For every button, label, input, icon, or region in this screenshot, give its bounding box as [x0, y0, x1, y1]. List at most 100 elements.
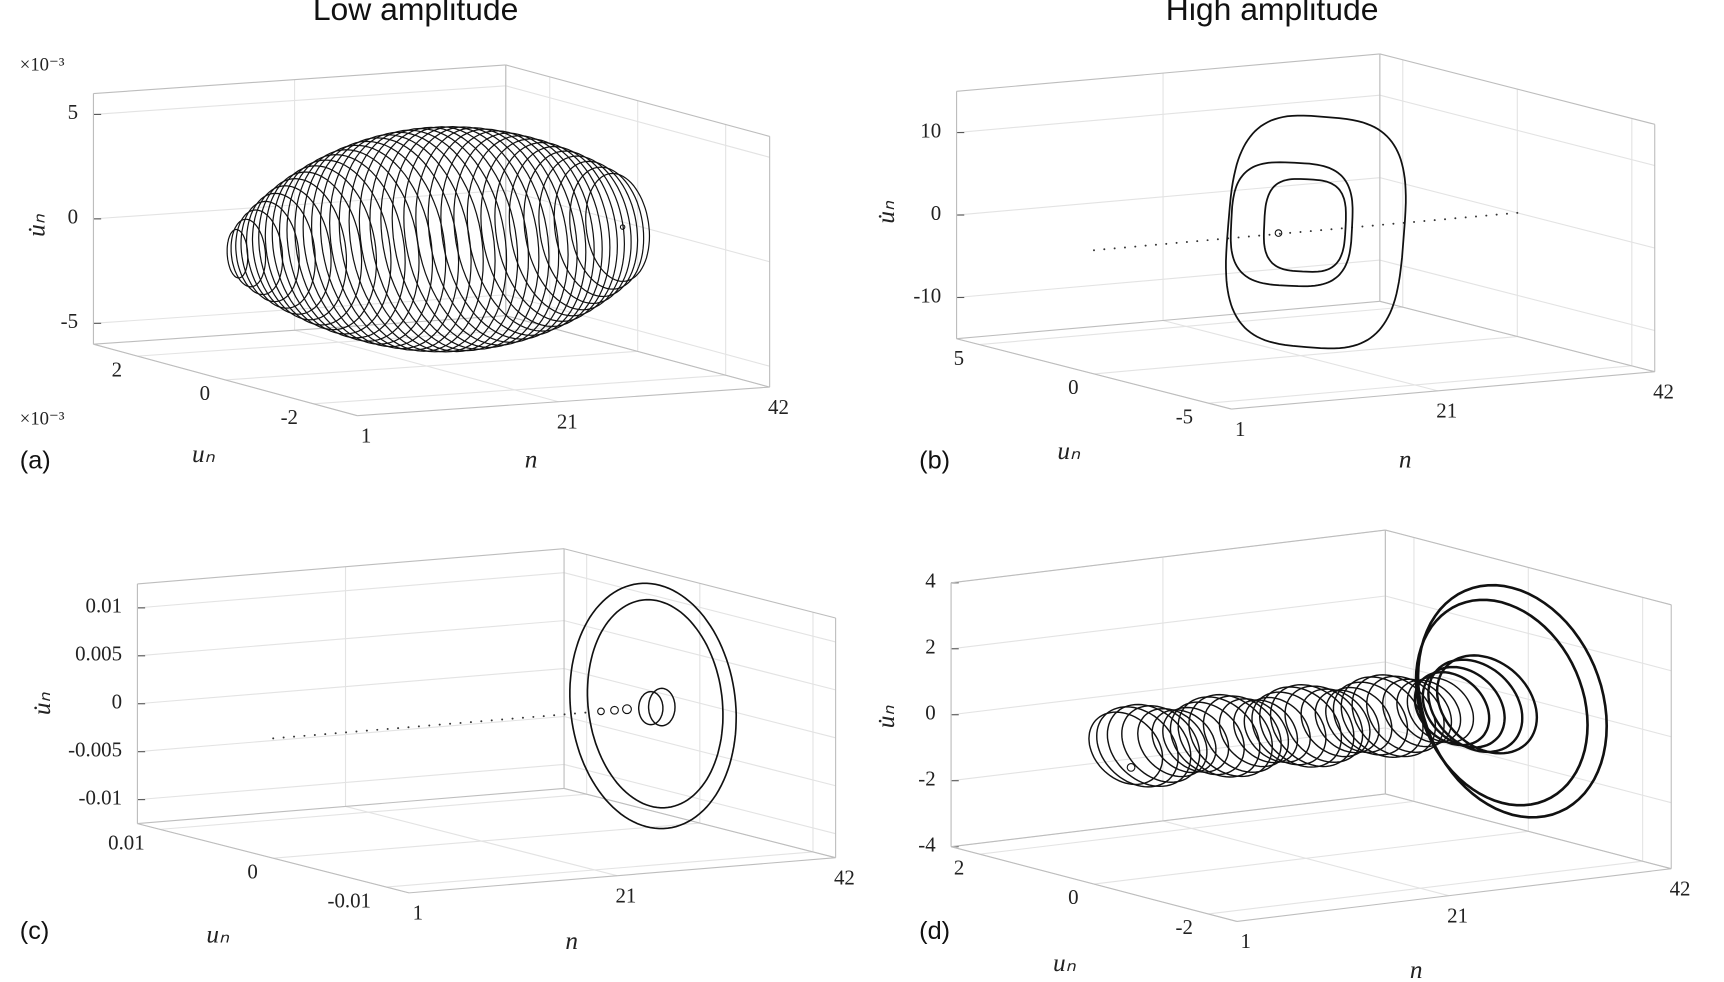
rest-site — [376, 728, 379, 731]
grid-line — [273, 822, 700, 859]
panel: 10 0 -10 1 21 42 5 0 -5 (b) u̇ₙ uₙ n — [872, 53, 1674, 475]
orbit — [369, 126, 519, 353]
box-edge — [1385, 529, 1672, 606]
box-edge — [1385, 793, 1672, 870]
grid-line — [225, 350, 638, 381]
rest-site — [293, 735, 296, 738]
z-tick-label: -5 — [61, 309, 78, 333]
y-multiplier: ×10⁻³ — [20, 408, 65, 429]
orbit — [1096, 706, 1179, 788]
column-title: Low amplitude — [313, 0, 519, 27]
x-axis-label: n — [1410, 956, 1423, 982]
orbit — [622, 704, 632, 715]
box-edge — [357, 386, 770, 417]
rest-site — [1175, 241, 1178, 244]
y-tick-label: -2 — [281, 405, 298, 429]
rest-site — [459, 721, 462, 724]
box-edge — [563, 787, 836, 859]
orbit — [647, 687, 676, 727]
x-tick-label: 42 — [1670, 876, 1691, 900]
rest-site — [490, 719, 493, 722]
grid-line — [950, 727, 1386, 782]
orbit — [415, 127, 560, 346]
orbit — [553, 160, 639, 298]
rest-site — [573, 712, 576, 715]
orbit — [1106, 703, 1192, 788]
x-axis-label: n — [565, 927, 578, 955]
orbit — [1435, 654, 1539, 755]
z-tick-label: -2 — [918, 767, 935, 791]
rest-site — [324, 733, 327, 736]
orbit — [294, 149, 420, 342]
box-edge — [408, 857, 836, 894]
rest-site — [1423, 220, 1426, 223]
box-edge — [563, 548, 836, 619]
box-edge — [505, 64, 770, 137]
z-tick-label: 10 — [920, 118, 941, 142]
orbit — [585, 172, 651, 282]
x-axis-label: n — [1399, 446, 1412, 474]
y-tick-label: -0.01 — [328, 888, 371, 912]
rest-site — [1475, 215, 1477, 218]
box-edge — [93, 343, 358, 417]
rest-site — [1144, 244, 1147, 247]
grid-line — [93, 85, 506, 115]
x-tick-label: 1 — [361, 423, 371, 447]
orbit — [1274, 229, 1283, 237]
rest-site — [386, 727, 389, 730]
orbit — [251, 185, 332, 315]
orbit — [230, 218, 267, 288]
rest-site — [1299, 230, 1302, 233]
rest-site — [407, 726, 410, 729]
orbit — [427, 128, 569, 343]
z-tick-label: 0 — [931, 201, 941, 225]
x-tick-label: 21 — [1436, 399, 1457, 423]
orbit — [391, 126, 540, 350]
orbit — [1414, 598, 1589, 807]
rest-site — [1485, 214, 1488, 217]
orbit — [338, 131, 484, 352]
orbit — [403, 126, 550, 349]
rest-site — [480, 720, 483, 723]
rest-site — [1371, 224, 1374, 227]
grid-line — [137, 763, 565, 801]
rest-site — [1454, 217, 1457, 220]
y-tick-label: 0 — [1068, 885, 1078, 909]
z-axis-label: u̇ₙ — [872, 200, 900, 224]
rest-site — [334, 732, 337, 735]
rest-site — [1330, 228, 1333, 231]
rest-site — [563, 713, 566, 716]
x-tick-label: 21 — [615, 883, 636, 907]
box-edge — [1379, 53, 1655, 125]
panel-label: (a) — [20, 447, 51, 475]
y-axis-label: uₙ — [1057, 437, 1081, 465]
grid-line — [950, 595, 1386, 650]
box-edge — [956, 53, 1380, 92]
y-tick-label: 2 — [112, 357, 122, 381]
orbit — [310, 140, 447, 348]
rest-site — [1444, 218, 1447, 221]
x-tick-label: 1 — [1241, 929, 1251, 953]
grid-line — [979, 306, 1403, 346]
rest-site — [1309, 230, 1312, 233]
x-tick-label: 42 — [1653, 379, 1674, 403]
grid-line — [137, 572, 565, 609]
z-tick-label: 4 — [925, 569, 936, 593]
z-tick-label: 0.005 — [75, 642, 122, 666]
z-tick-label: -10 — [913, 283, 941, 307]
box-edge — [950, 793, 1386, 848]
y-tick-label: 0 — [247, 859, 257, 883]
grid-line — [956, 259, 1380, 299]
orbit — [1229, 161, 1354, 288]
orbit — [1365, 675, 1445, 754]
rest-site — [1413, 220, 1416, 223]
box-edge — [950, 846, 1238, 922]
box-edge — [950, 529, 1386, 584]
y-tick-label: 5 — [954, 346, 964, 370]
rest-site — [438, 723, 441, 726]
orbit — [286, 154, 406, 339]
box-edge — [137, 548, 565, 585]
grid-line — [979, 800, 1415, 855]
